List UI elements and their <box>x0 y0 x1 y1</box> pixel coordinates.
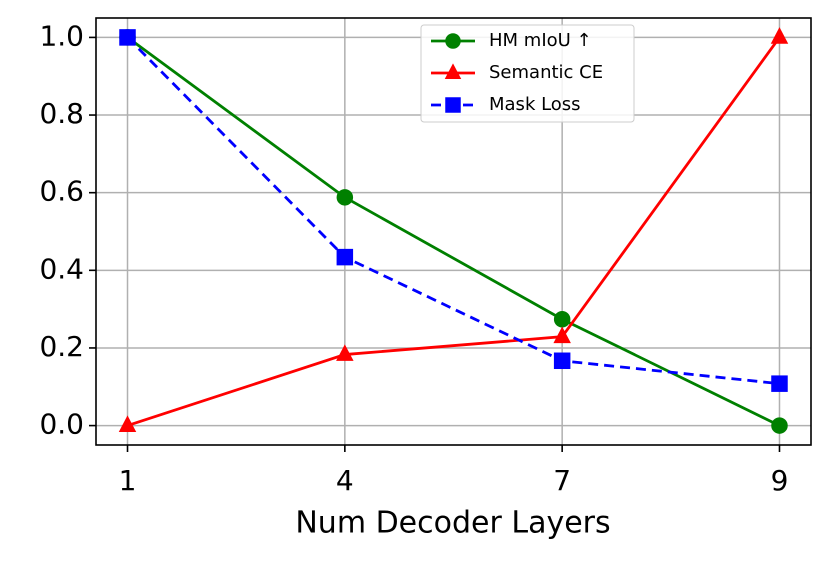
legend-box <box>420 24 635 123</box>
point <box>553 326 571 344</box>
x-axis-label: Num Decoder Layers <box>295 506 610 541</box>
point <box>445 33 461 49</box>
point <box>445 97 461 113</box>
x-tick-label: 1 <box>119 464 137 497</box>
x-tick-label: 4 <box>336 464 354 497</box>
plot-frame <box>95 17 812 446</box>
x-tick-label: 9 <box>771 464 789 497</box>
series-line <box>126 36 780 386</box>
y-tick-label: 0.0 <box>39 408 84 441</box>
point <box>119 29 136 46</box>
point <box>771 375 788 392</box>
y-tick-label: 0.8 <box>39 97 84 130</box>
point <box>553 352 571 370</box>
point <box>444 63 462 79</box>
point <box>770 27 789 44</box>
y-tick-label: 0.2 <box>39 330 84 363</box>
point <box>336 248 354 266</box>
point <box>118 415 137 432</box>
legend-label: Semantic CE <box>489 62 603 83</box>
y-tick-label: 0.6 <box>39 175 84 208</box>
y-tick-label: 1.0 <box>39 19 84 52</box>
point <box>336 344 354 361</box>
y-tick-label: 0.4 <box>39 252 84 285</box>
legend-label: HM mIoU ↑ <box>489 30 592 51</box>
point <box>553 310 571 328</box>
x-tick-label: 7 <box>553 464 571 497</box>
legend-label: Mask Loss <box>489 94 581 115</box>
point <box>771 417 788 434</box>
series-line <box>127 36 781 427</box>
point <box>336 189 354 206</box>
